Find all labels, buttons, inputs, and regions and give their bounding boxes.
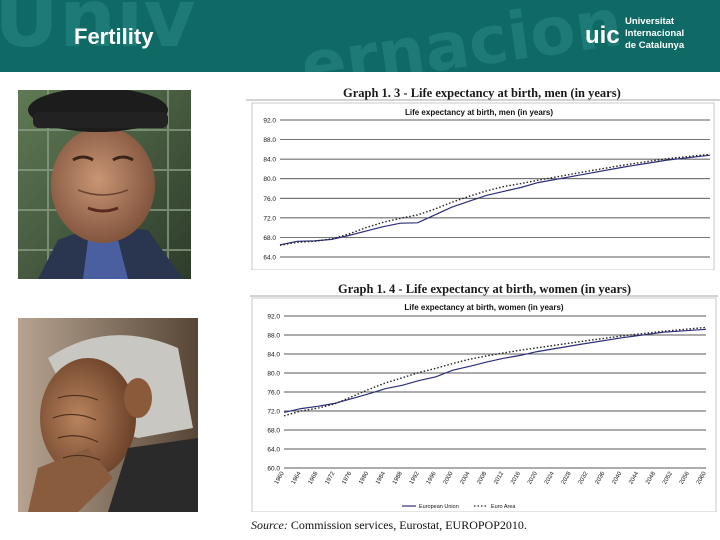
chart-men-title: Life expectancy at birth, men (in years) bbox=[405, 108, 553, 117]
chart-men-plot-border bbox=[251, 102, 715, 270]
chart-men-caption: Graph 1. 3 - Life expectancy at birth, m… bbox=[343, 86, 621, 100]
elderly-man-illustration bbox=[18, 90, 191, 279]
logo-line-3: de Catalunya bbox=[625, 40, 685, 51]
source-label: Source: bbox=[251, 518, 288, 532]
logo-line-2: Internacional bbox=[625, 28, 685, 39]
ytick-label: 60.0 bbox=[267, 466, 280, 473]
ytick-label: 88.0 bbox=[267, 333, 280, 340]
ytick-label: 64.0 bbox=[263, 255, 276, 262]
chart-men-frame: Graph 1. 3 - Life expectancy at birth, m… bbox=[246, 84, 720, 270]
ytick-label: 80.0 bbox=[263, 176, 276, 183]
header-watermark-2: ernacion bbox=[296, 0, 627, 72]
chart-women-legend: European Union Euro Area bbox=[402, 504, 516, 510]
ytick-label: 84.0 bbox=[263, 157, 276, 164]
series-line-european-union bbox=[279, 154, 711, 246]
ytick-label: 68.0 bbox=[263, 235, 276, 242]
ytick-label: 76.0 bbox=[263, 196, 276, 203]
series-line-european-union bbox=[283, 328, 707, 413]
header-watermark: Univ bbox=[0, 0, 196, 65]
ytick-label: 72.0 bbox=[267, 409, 280, 416]
ytick-label: 64.0 bbox=[267, 447, 280, 454]
chart-men-svg: Life expectancy at birth, men (in years)… bbox=[246, 99, 720, 270]
photo-elderly-man bbox=[18, 90, 191, 279]
chart-women-series bbox=[283, 326, 707, 417]
chart-women-caption: Graph 1. 4 - Life expectancy at birth, w… bbox=[338, 282, 632, 296]
logo-text: Universitat Internacional de Catalunya bbox=[625, 16, 684, 52]
legend-label: Euro Area bbox=[491, 504, 516, 510]
logo-line-1: Universitat bbox=[625, 16, 675, 27]
ytick-label: 92.0 bbox=[263, 118, 276, 125]
ytick-label: 88.0 bbox=[263, 137, 276, 144]
chart-women-ytick-labels: 92.0 88.0 84.0 80.0 76.0 72.0 68.0 64.0 60.0 bbox=[267, 314, 280, 473]
chart-men-gridlines bbox=[280, 119, 710, 258]
source-text: Commission services, Eurostat, EUROPOP20… bbox=[290, 518, 527, 532]
chart-women-frame: Graph 1. 4 - Life expectancy at birth, w… bbox=[250, 280, 718, 512]
ytick-label: 92.0 bbox=[267, 314, 280, 321]
slide-header: Univ ernacion Fertility uic Universitat … bbox=[0, 0, 720, 72]
uic-logo-icon: uic bbox=[585, 22, 620, 49]
chart-women-title: Life expectancy at birth, women (in year… bbox=[404, 303, 563, 312]
chart-women-svg: Life expectancy at birth, women (in year… bbox=[250, 295, 718, 512]
ytick-label: 72.0 bbox=[263, 215, 276, 222]
ytick-label: 80.0 bbox=[267, 371, 280, 378]
chart-women-gridlines bbox=[284, 315, 706, 469]
ytick-label: 84.0 bbox=[267, 352, 280, 359]
legend-label: European Union bbox=[419, 504, 459, 510]
series-line-euro-area bbox=[279, 153, 711, 246]
chart-men-series bbox=[279, 153, 711, 246]
elderly-woman-illustration bbox=[18, 318, 198, 512]
ytick-label: 68.0 bbox=[267, 428, 280, 435]
logo-mark-text: uic bbox=[585, 22, 620, 49]
ytick-label: 76.0 bbox=[267, 390, 280, 397]
photo-elderly-woman bbox=[18, 318, 198, 512]
chart-men-ytick-labels: 92.0 88.0 84.0 80.0 76.0 72.0 68.0 64.0 bbox=[263, 118, 276, 262]
source-note: Source: Commission services, Eurostat, E… bbox=[251, 518, 527, 533]
series-line-euro-area bbox=[283, 326, 707, 417]
slide-title: Fertility bbox=[74, 24, 154, 49]
